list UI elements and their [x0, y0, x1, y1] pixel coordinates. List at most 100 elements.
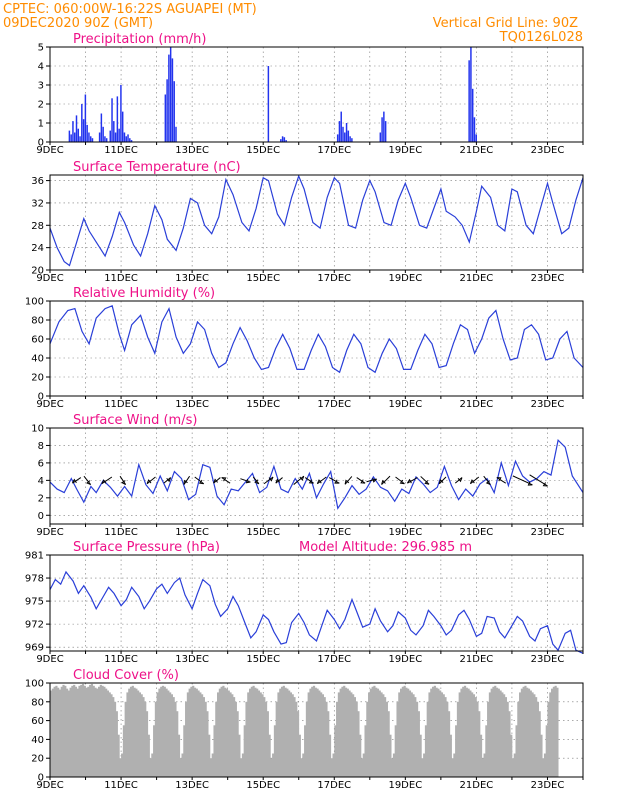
precip-bar [280, 139, 282, 142]
cloud-cover-bar [469, 690, 472, 777]
precip-bar [384, 121, 387, 142]
humidity-xtick-label: 19DEC [388, 399, 422, 410]
cloud-cover-title: Cloud Cover (%) [73, 668, 179, 683]
wind-arrow-head [245, 478, 251, 484]
cloud-cover-bar [400, 688, 403, 777]
wind-arrow-shaft [240, 478, 251, 483]
precipitation-xtick-label: 15DEC [246, 145, 280, 156]
wind-arrow [469, 476, 480, 485]
cloud-cover-bar [266, 711, 269, 777]
cloud-cover-bar [97, 686, 101, 777]
cloud-cover-bar [455, 725, 458, 777]
cloud-cover-bar [304, 725, 307, 777]
precip-bar [468, 60, 470, 142]
wind-arrow [366, 477, 377, 483]
wind-arrow-shaft [275, 477, 283, 484]
cloud-cover-bar [373, 685, 376, 777]
cloud-cover-bar [160, 686, 163, 777]
precip-bar [470, 47, 472, 142]
cloud-cover-bar [206, 711, 209, 777]
cloud-cover-bar [407, 688, 410, 777]
cloud-cover-bar [197, 690, 200, 777]
cloud-cover-bar [471, 692, 474, 777]
cloud-cover-bar [449, 734, 452, 777]
cloud-cover-bar [312, 685, 316, 777]
wind-arrow-head [438, 478, 444, 484]
precip-bar [129, 138, 131, 142]
cloud-cover-bar [85, 687, 88, 777]
cloud-cover-bar [540, 734, 543, 777]
wind-arrow-shaft [252, 476, 260, 485]
cloud-cover-bar [62, 684, 65, 777]
wind-xtick-label: 9DEC [36, 527, 63, 538]
precip-bar [109, 130, 111, 142]
cloud-cover-bar [264, 701, 268, 777]
cloud-cover-bar [80, 684, 83, 777]
cloud-cover-bar [435, 687, 438, 777]
cloud-cover-bar [357, 711, 360, 777]
cloud-cover-bar [396, 701, 399, 777]
cloud-cover-xtick-label: 15DEC [246, 780, 280, 791]
cloud-cover-bar [291, 694, 294, 777]
precip-bar [111, 98, 113, 142]
cloud-cover-bar [140, 694, 143, 777]
precip-bar [81, 104, 83, 142]
precip-bar [82, 119, 85, 142]
precip-bar [91, 138, 94, 142]
humidity-xtick-label: 17DEC [317, 399, 351, 410]
cloud-cover-bar [378, 690, 381, 777]
wind-arrow-shaft [101, 476, 113, 485]
precipitation-xtick-label: 11DEC [104, 145, 138, 156]
wind-ytick-label: 10 [31, 424, 44, 435]
wind-arrow-shaft [83, 475, 92, 485]
precip-bar [164, 94, 167, 142]
cloud-cover-bar [503, 694, 506, 777]
cloud-cover-xtick-label: 17DEC [317, 780, 351, 791]
cloud-cover-bar [296, 711, 300, 777]
humidity-ytick-label: 100 [25, 297, 44, 308]
wind-arrow-shaft [317, 476, 327, 485]
precip-bar [114, 132, 117, 142]
cloud-cover-bar [456, 701, 460, 777]
panels: 0 1 2 3 4 5 9DEC 11DEC 13DEC 15DEC 17DEC 19DEC 21DEC… [25, 32, 584, 791]
humidity-xtick-label: 15DEC [246, 399, 280, 410]
cloud-cover-bar [545, 725, 548, 777]
temperature-xtick-label: 23DEC [531, 273, 565, 284]
cloud-cover-bar [337, 692, 340, 777]
wind-arrow-shaft [395, 476, 405, 485]
cloud-cover-bar [156, 692, 159, 777]
cloud-cover-bar [495, 687, 499, 777]
wind-ytick-label: 2 [38, 493, 44, 504]
pressure-panel: 969 972 975 978 981 9DEC 11DEC 13DEC 15DEC 17DEC 1… [25, 540, 584, 665]
cloud-cover-bar [60, 686, 63, 777]
cloud-cover-bar [408, 690, 412, 777]
cloud-cover-bar [467, 688, 470, 777]
precip-bar [105, 138, 108, 142]
wind-ytick-label: 0 [38, 511, 44, 522]
cloud-cover-bar [360, 758, 364, 777]
precip-bar [75, 115, 78, 142]
cloud-cover-bar [401, 686, 404, 777]
cloud-cover-bar [325, 701, 328, 777]
cloud-cover-bar [232, 697, 236, 777]
cloud-cover-bar [204, 701, 207, 777]
wind-xtick-label: 19DEC [388, 527, 422, 538]
cloud-cover-bar [415, 701, 419, 777]
wind-arrow [512, 475, 533, 486]
wind-arrow-shaft [407, 477, 418, 484]
cloud-cover-bar [517, 701, 520, 777]
precipitation-xtick-label: 23DEC [531, 145, 565, 156]
cloud-cover-bar [135, 688, 138, 777]
cloud-cover-bar [176, 711, 179, 777]
precip-bar [383, 111, 385, 142]
cloud-cover-bar [65, 688, 69, 777]
cloud-cover-bar [272, 753, 275, 777]
precipitation-frame [49, 46, 584, 143]
pressure-xtick-label: 15DEC [246, 654, 280, 665]
cloud-cover-bar [224, 687, 227, 777]
precip-bar [123, 132, 126, 142]
cloud-cover-bar [236, 711, 239, 777]
humidity-ytick-label: 0 [38, 392, 44, 403]
cloud-cover-bar [215, 701, 218, 777]
cloud-cover-bar [447, 711, 451, 777]
